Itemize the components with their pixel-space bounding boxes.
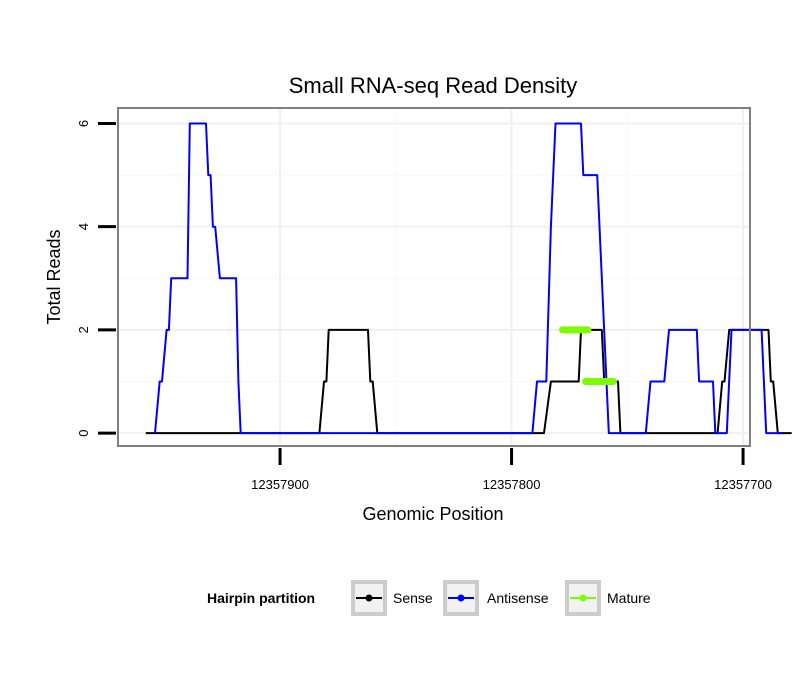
legend-key-dot [579,594,587,602]
y-tick-label: 4 [76,223,91,230]
legend-label: Sense [393,590,433,606]
legend-label: Antisense [487,590,549,606]
plot-border [117,107,751,447]
y-tick-label: 0 [76,429,91,436]
x-tick-label: 12357700 [714,477,772,492]
legend-key-dot [457,594,465,602]
y-tick-label: 6 [76,120,91,127]
legend-entry-sense: Sense [351,580,433,616]
legend-entry-mature: Mature [565,580,651,616]
legend-entry-antisense: Antisense [443,580,549,616]
plot-area [117,107,792,447]
x-tick-label: 12357800 [483,477,541,492]
legend-label: Mature [607,590,651,606]
y-axis-label: Total Reads [44,229,64,324]
legend-title: Hairpin partition [207,590,315,606]
y-tick-label: 2 [76,326,91,333]
chart-title: Small RNA-seq Read Density [289,73,578,98]
legend-entries: Sense Antisense Mature [351,580,651,616]
series-line-antisense [154,122,783,435]
grid-lines [118,108,750,446]
x-axis-label: Genomic Position [362,504,503,524]
legend-key-dot [365,594,373,602]
plot-panel [118,108,750,446]
x-axis: 12357900 12357800 12357700 [251,448,772,492]
legend: Hairpin partition Sense Antisense Mature [207,580,651,616]
series-layer [145,122,792,435]
x-tick-label: 12357900 [251,477,309,492]
y-axis: 0 2 4 6 [76,120,116,437]
